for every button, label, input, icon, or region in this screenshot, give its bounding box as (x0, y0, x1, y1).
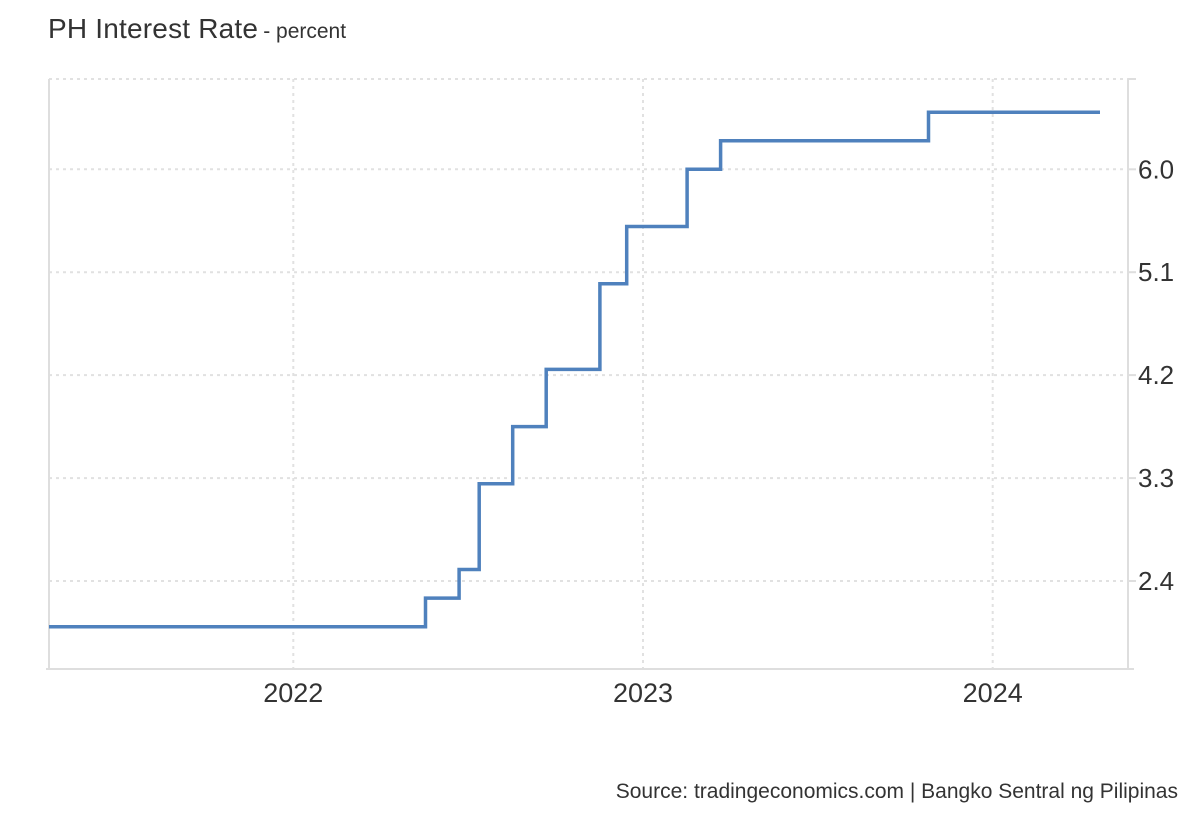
chart-title-text: PH Interest Rate (48, 13, 259, 44)
y-tick-label: 6.0 (1138, 154, 1174, 184)
series-step-line[interactable] (49, 110, 1100, 629)
y-tick-label: 3.3 (1138, 463, 1174, 493)
y-tick-label: 5.1 (1138, 257, 1174, 287)
chart-subtitle-text: - percent (263, 20, 347, 43)
x-tick-label: 2022 (263, 678, 323, 708)
y-tick-label: 2.4 (1138, 566, 1174, 596)
chart-title: PH Interest Rate - percent (48, 13, 346, 45)
source-attribution: Source: tradingeconomics.com | Bangko Se… (615, 780, 1178, 803)
y-tick-label: 4.2 (1138, 360, 1174, 390)
x-tick-label: 2024 (963, 678, 1023, 708)
x-tick-label: 2023 (613, 678, 673, 708)
